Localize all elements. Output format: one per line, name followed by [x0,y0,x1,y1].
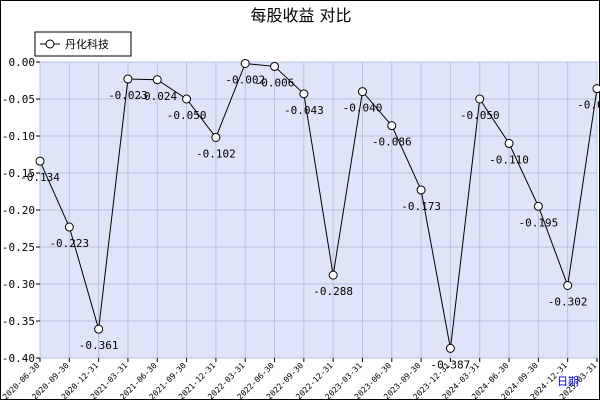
data-label: -0.023 [108,89,148,102]
legend: 丹化科技 [34,31,132,57]
data-label: -0.006 [255,76,295,89]
data-point [211,132,221,142]
data-label: -0.110 [489,153,529,166]
legend-marker [45,39,55,49]
data-point [64,222,74,232]
data-label: -0.002 [225,73,265,86]
data-label: -0.195 [518,216,558,229]
y-tick-label: -0.30 [2,278,35,291]
y-tick-label: 0.00 [9,56,36,69]
data-label: -0.050 [460,109,500,122]
x-axis-corner-label: 日期 [557,375,579,388]
y-tick-label: -0.40 [2,352,35,365]
data-label: -0.173 [401,200,441,213]
chart-title: 每股收益 对比 [250,6,351,25]
data-point [445,343,455,353]
data-label: -0.102 [196,147,236,160]
data-point [387,121,397,131]
series-group: -0.134 -0.223 -0.361 -0.023-0.024 -0.050 -0.1… [20,58,600,371]
data-point [270,61,280,71]
y-tick-label: -0.20 [2,204,35,217]
y-tick-label: -0.15 [2,167,35,180]
data-point [563,280,573,290]
data-point [123,74,133,84]
data-point [35,156,45,166]
data-label: -0.361 [79,339,119,352]
y-tick-label: -0.25 [2,241,35,254]
data-point [94,324,104,334]
data-label: -0.036 [577,99,600,112]
data-point [152,75,162,85]
data-point [416,185,426,195]
data-label: -0.134 [20,171,60,184]
x-axis: 2020-06-302020-09-302020-12-312021-03-31… [1,358,599,401]
y-tick-label: -0.10 [2,130,35,143]
y-tick-label: -0.35 [2,315,35,328]
data-point [357,87,367,97]
data-point [533,201,543,211]
data-label: -0.223 [49,237,89,250]
data-point [592,84,600,94]
legend-label: 丹化科技 [65,37,109,51]
data-point [182,94,192,104]
data-point [299,89,309,99]
data-label: -0.302 [548,295,588,308]
data-point [328,270,338,280]
data-label: -0.387 [431,358,471,371]
data-label: -0.043 [284,104,324,117]
data-label: -0.050 [167,109,207,122]
data-label: -0.288 [313,285,353,298]
data-label: -0.040 [343,102,383,115]
y-tick-label: -0.05 [2,93,35,106]
y-axis: 0.00 -0.05 -0.10 -0.15 -0.20 -0.25 -0.30 -0.35 -… [2,56,40,365]
data-point [475,94,485,104]
data-point [240,58,250,68]
data-label: -0.086 [372,136,412,149]
series-line [39,62,598,349]
data-point [504,138,514,148]
data-label: -0.024 [137,90,177,103]
